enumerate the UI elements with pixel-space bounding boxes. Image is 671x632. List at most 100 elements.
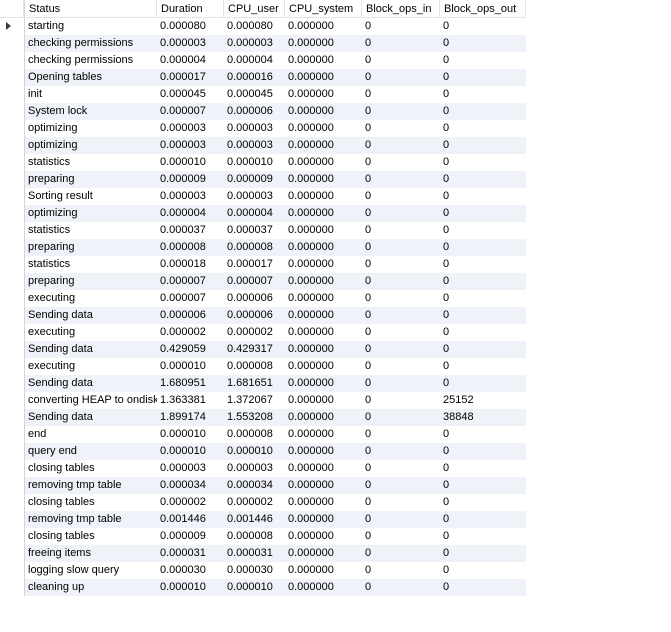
status-cell[interactable]: converting HEAP to ondisk [24,392,157,409]
column-header-cpu-system[interactable]: CPU_system [285,0,362,18]
cpu-system-cell[interactable]: 0.000000 [288,326,334,338]
row-marker-cell[interactable] [0,341,24,358]
status-cell[interactable]: logging slow query [24,562,157,579]
cpu-user-cell[interactable]: 0.000008 [224,239,285,256]
cpu-user-cell[interactable]: 0.000009 [224,171,285,188]
cpu-user-cell[interactable]: 0.000006 [224,307,285,324]
row-marker-cell[interactable] [0,460,24,477]
duration-cell[interactable]: 0.000008 [157,239,224,256]
cpu-system-cell[interactable]: 0.000000 [285,545,362,562]
block-ops-out-cell[interactable]: 0 [440,239,526,256]
block-ops-out-cell[interactable]: 0 [440,35,526,52]
block-ops-out-cell[interactable]: 0 [440,137,526,154]
cpu-user-cell[interactable]: 0.000010 [224,579,285,596]
row-marker-cell[interactable] [0,443,24,460]
block-ops-out-cell[interactable]: 0 [443,428,450,440]
table-row[interactable]: Sorting result 0.000003 0.000003 0.000000 0 0 [0,188,526,205]
block-ops-out-cell[interactable]: 0 [443,530,450,542]
status-cell[interactable]: freeing items [24,545,157,562]
cpu-user-cell[interactable]: 0.001446 [224,511,285,528]
table-row[interactable]: executing 0.000002 0.000002 0.000000 0 0 [0,324,526,341]
row-marker-cell[interactable] [0,52,24,69]
cpu-system-cell[interactable]: 0.000000 [288,122,334,134]
block-ops-in-cell[interactable]: 0 [365,326,372,338]
block-ops-in-cell[interactable]: 0 [365,564,372,576]
block-ops-in-cell[interactable]: 0 [365,190,372,202]
block-ops-out-cell[interactable]: 0 [440,375,526,392]
block-ops-in-cell[interactable]: 0 [362,579,440,596]
table-row[interactable]: executing 0.000007 0.000006 0.000000 0 0 [0,290,526,307]
block-ops-in-cell[interactable]: 0 [365,122,372,134]
cpu-user-cell[interactable]: 0.000016 [224,69,285,86]
block-ops-out-cell[interactable]: 0 [443,54,450,66]
block-ops-out-cell[interactable]: 0 [443,224,450,236]
block-ops-in-cell[interactable]: 0 [365,394,372,406]
status-cell[interactable]: query end [24,443,157,460]
status-cell[interactable]: init [24,86,157,103]
block-ops-in-cell[interactable]: 0 [362,205,440,222]
duration-cell[interactable]: 0.000002 [160,326,206,338]
cpu-user-cell[interactable]: 0.000008 [227,428,273,440]
block-ops-out-cell[interactable]: 0 [440,579,526,596]
status-cell[interactable]: preparing [24,171,157,188]
block-ops-out-cell[interactable]: 38848 [440,409,526,426]
cpu-user-cell[interactable]: 0.000003 [227,122,273,134]
table-row[interactable]: Sending data 1.899174 1.553208 0.000000 0 388… [0,409,526,426]
block-ops-out-cell[interactable]: 0 [443,88,450,100]
duration-cell[interactable]: 0.000007 [157,103,224,120]
cpu-system-cell[interactable]: 0.000000 [288,20,334,32]
block-ops-in-cell[interactable]: 0 [362,137,440,154]
row-marker-cell[interactable] [0,562,24,579]
status-cell[interactable]: Sending data [24,375,157,392]
cpu-user-cell[interactable]: 0.000003 [224,137,285,154]
row-marker-cell[interactable] [0,324,24,341]
status-cell[interactable]: Opening tables [24,69,157,86]
cpu-system-cell[interactable]: 0.000000 [285,341,362,358]
table-row[interactable]: checking permissions 0.000003 0.000003 0.00… [0,35,526,52]
table-row[interactable]: executing 0.000010 0.000008 0.000000 0 0 [0,358,526,375]
cpu-user-cell[interactable]: 0.000004 [227,54,273,66]
cpu-system-cell[interactable]: 0.000000 [288,292,334,304]
cpu-system-cell[interactable]: 0.000000 [288,156,334,168]
block-ops-in-cell[interactable]: 0 [365,20,372,32]
status-cell[interactable]: preparing [24,239,157,256]
duration-cell[interactable]: 0.000003 [160,190,206,202]
table-row[interactable]: optimizing 0.000003 0.000003 0.000000 0 0 [0,120,526,137]
cpu-system-cell[interactable]: 0.000000 [288,258,334,270]
table-row[interactable]: statistics 0.000010 0.000010 0.000000 0 0 [0,154,526,171]
cpu-user-cell[interactable]: 1.681651 [224,375,285,392]
block-ops-in-cell[interactable]: 0 [362,307,440,324]
table-row[interactable]: removing tmp table 0.001446 0.001446 0.0000… [0,511,526,528]
table-row[interactable]: Sending data 1.680951 1.681651 0.000000 0 0 [0,375,526,392]
row-marker-cell[interactable] [0,579,24,596]
block-ops-out-cell[interactable]: 0 [440,545,526,562]
table-row[interactable]: optimizing 0.000003 0.000003 0.000000 0 0 [0,137,526,154]
row-marker-cell[interactable] [0,358,24,375]
row-marker-cell[interactable] [0,154,24,171]
row-marker-cell[interactable] [0,392,24,409]
block-ops-in-cell[interactable]: 0 [365,428,372,440]
row-marker-cell[interactable] [0,171,24,188]
cpu-user-cell[interactable]: 0.000006 [224,103,285,120]
block-ops-out-cell[interactable]: 0 [443,20,450,32]
cpu-user-cell[interactable]: 0.000037 [227,224,273,236]
status-cell[interactable]: closing tables [24,460,157,477]
row-marker-cell[interactable] [0,69,24,86]
cpu-user-cell[interactable]: 0.000008 [227,530,273,542]
column-header-block-ops-in[interactable]: Block_ops_in [362,0,440,18]
block-ops-in-cell[interactable]: 0 [365,224,372,236]
table-row[interactable]: freeing items 0.000031 0.000031 0.000000 0 0 [0,545,526,562]
block-ops-out-cell[interactable]: 0 [440,477,526,494]
duration-cell[interactable]: 0.000018 [160,258,206,270]
cpu-user-cell[interactable]: 0.000045 [227,88,273,100]
block-ops-out-cell[interactable]: 0 [440,103,526,120]
block-ops-in-cell[interactable]: 0 [362,35,440,52]
cpu-system-cell[interactable]: 0.000000 [288,564,334,576]
table-row[interactable]: preparing 0.000009 0.000009 0.000000 0 0 [0,171,526,188]
block-ops-out-cell[interactable]: 0 [443,122,450,134]
status-cell[interactable]: end [24,426,157,443]
cpu-user-cell[interactable]: 0.000034 [224,477,285,494]
cpu-user-cell[interactable]: 0.000080 [227,20,273,32]
row-marker-cell[interactable] [0,290,24,307]
status-cell[interactable]: removing tmp table [24,477,157,494]
